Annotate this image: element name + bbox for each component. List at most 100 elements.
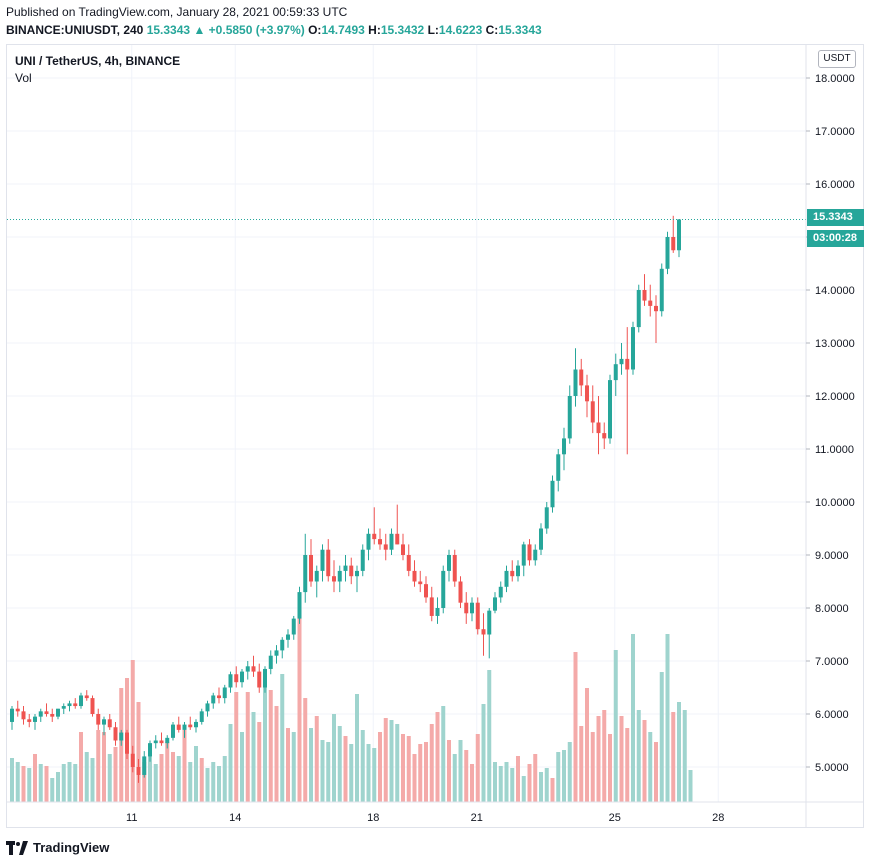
low-value: 14.6223 [438,23,483,37]
volume-bar [418,744,423,802]
candle-body [309,555,313,582]
volume-bar [343,736,348,802]
volume-bar [27,768,32,802]
grid-lines [7,45,806,802]
candle-body [372,533,377,540]
candle-body [268,655,273,669]
volume-bar [176,756,181,802]
candle-body [401,544,405,555]
volume-bar [56,772,60,802]
candle-body [326,549,331,577]
volume-bar [15,762,20,802]
countdown-tag: 03:00:28 [807,230,864,247]
volume-bar [153,764,158,802]
candle-body [320,549,325,571]
volume-bar [228,724,233,802]
candle-body [596,422,601,434]
volume-bar [378,732,382,802]
candle-body [159,740,164,744]
y-tick-label: 5.0000 [815,762,849,774]
volume-bar [527,764,532,802]
volume-bar [452,754,457,802]
candle-body [33,716,37,722]
volume-bar [602,710,607,802]
candle-body [383,544,388,550]
volume-bar [211,762,216,802]
candle-body [412,570,417,582]
candle-body [176,724,181,730]
candle-body [677,219,681,251]
candles [7,215,806,783]
footer-brand-label: TradingView [33,840,110,855]
candle-body [234,674,239,683]
volume-bar [263,672,267,802]
candle-body [648,300,653,306]
change-arrow-icon: ▲ [193,23,206,37]
chart-frame[interactable] [6,44,864,828]
volume-bar [677,702,681,802]
volume-bar [441,706,446,802]
volume-bar [360,730,365,802]
volume-bar [464,750,469,802]
candle-body [590,401,595,423]
candle-body [579,369,584,386]
candle-body [73,703,78,707]
volume-bar [309,728,313,802]
y-tick-label: 14.0000 [815,285,855,297]
volume-bar [33,754,37,802]
y-tick-label: 18.0000 [815,73,855,85]
volume-bar [671,712,676,802]
volume-bar [550,778,555,802]
candle-body [671,237,676,251]
volume-bar [21,766,26,802]
legend-title: UNI / TetherUS, 4h, BINANCE [15,54,181,68]
last-price-tag: 15.3343 [807,209,864,226]
candle-body [602,433,607,439]
candle-body [389,533,394,550]
volume-bar [297,616,302,802]
candle-body [188,724,193,728]
volume-bar [648,732,653,802]
candle-body [631,327,635,370]
candle-body [659,268,664,312]
close-label: C: [485,23,499,37]
candle-body [355,570,359,577]
volume-bar [642,720,647,802]
candle-body [556,454,561,481]
volume-bar [470,764,474,802]
candle-body [165,737,170,744]
candle-body [199,711,204,722]
volume-bar [458,740,463,802]
volume-bar [475,734,480,802]
volume-bar [412,754,417,802]
volume-bar [84,752,89,802]
volume-bar [320,740,325,802]
candle-body [435,608,440,616]
candle-body [171,724,175,738]
volume-bar [268,690,273,802]
candle-body [625,358,630,370]
volume-bar [654,742,658,802]
x-tick-label: 25 [609,812,621,824]
candle-body [481,629,486,635]
volume-bar [504,762,509,802]
volume-bar [510,768,515,802]
candle-body [113,727,118,741]
volume-bar [389,720,394,802]
time-axis: 11 14 18 21 25 28 [7,801,864,824]
candle-body [487,610,492,635]
last-price: 15.3343 [146,23,191,37]
footer-brand[interactable]: TradingView [6,840,109,855]
x-tick-label: 18 [367,812,379,824]
candle-body [516,565,520,577]
candle-body [464,602,469,614]
ohlc-readout: BINANCE:UNIUSDT, 240 15.3343 ▲ +0.5850 (… [6,23,542,37]
volume-bar [245,692,250,802]
volume-bar [619,716,624,802]
candle-body [274,650,279,656]
currency-button[interactable]: USDT [818,50,856,68]
open-label: O: [308,23,322,37]
candle-body [521,544,526,566]
volume-bar [107,754,112,802]
